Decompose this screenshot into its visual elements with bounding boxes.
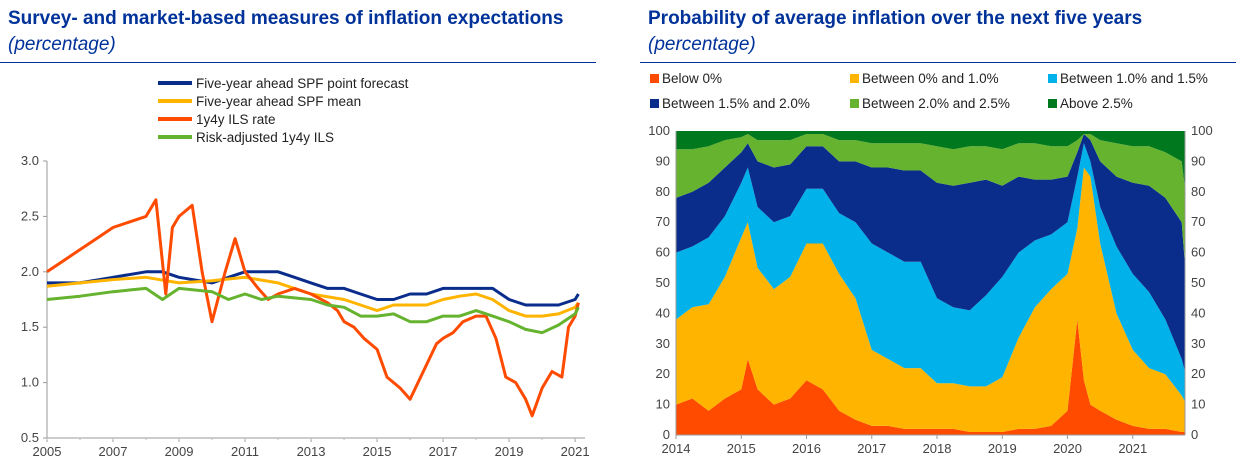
right-y-tick-label-right: 20 <box>1191 366 1205 381</box>
right-legend-label: Between 1.5% and 2.0% <box>662 96 810 111</box>
left-x-tick-label: 2013 <box>297 444 326 459</box>
right-area-band <box>676 134 1185 265</box>
right-y-tick-label-left: 70 <box>656 214 670 229</box>
right-y-tick-label-left: 40 <box>656 305 670 320</box>
right-y-tick-label-right: 80 <box>1191 184 1205 199</box>
right-legend-label: Between 2.0% and 2.5% <box>862 96 1010 111</box>
right-legend-label: Between 0% and 1.0% <box>862 71 999 86</box>
left-x-tick-label: 2009 <box>165 444 194 459</box>
right-y-tick-label-right: 0 <box>1191 427 1198 442</box>
right-y-tick-label-right: 30 <box>1191 336 1205 351</box>
left-chart-title-text: Survey- and market-based measures of inf… <box>8 8 564 29</box>
right-area-band <box>676 131 1185 189</box>
right-area-band <box>676 134 1185 372</box>
right-x-tick-label: 2019 <box>988 441 1017 456</box>
right-y-tick-label-right: 50 <box>1191 275 1205 290</box>
right-chart-panel: Probability of average inflation over th… <box>640 0 1240 467</box>
right-legend-label: Between 1.0% and 1.5% <box>1060 71 1208 86</box>
right-legend-swatch <box>850 74 859 83</box>
right-x-tick-label: 2018 <box>923 441 952 456</box>
left-line-chart: 0.5 1.0 1.5 2.0 2.5 3.0 2005 2007 2009 2011 2013 20… <box>21 76 590 459</box>
left-y-tick-label: 1.0 <box>21 375 39 390</box>
left-chart-unit: (percentage) <box>8 34 116 55</box>
left-x-tick-label: 2005 <box>33 444 62 459</box>
right-y-tick-label-right: 100 <box>1191 123 1213 138</box>
right-y-tick-label-right: 90 <box>1191 153 1205 168</box>
left-y-tick-label: 0.5 <box>21 430 39 445</box>
right-legend-swatch <box>1048 74 1057 83</box>
right-y-tick-label-left: 30 <box>656 336 670 351</box>
right-y-tick-label-left: 50 <box>656 275 670 290</box>
right-x-tick-label: 2014 <box>662 441 691 456</box>
right-x-tick-label: 2021 <box>1118 441 1147 456</box>
right-y-tick-label-left: 90 <box>656 153 670 168</box>
right-x-tick-label: 2017 <box>857 441 886 456</box>
right-y-tick-label-left: 0 <box>663 427 670 442</box>
left-y-tick-label: 2.0 <box>21 264 39 279</box>
left-x-tick-label: 2021 <box>561 444 590 459</box>
right-area-band <box>676 319 1185 435</box>
right-y-tick-label-right: 70 <box>1191 214 1205 229</box>
left-legend-label: 1y4y ILS rate <box>196 112 276 127</box>
left-chart-title: Survey- and market-based measures of inf… <box>8 6 600 58</box>
left-chart-panel: Survey- and market-based measures of inf… <box>0 0 600 467</box>
right-area-band <box>676 167 1185 432</box>
left-series-line <box>47 270 580 307</box>
right-legend-swatch <box>650 74 659 83</box>
left-legend-label: Five-year ahead SPF mean <box>196 94 361 109</box>
left-series-line <box>46 275 580 318</box>
right-y-tick-label-right: 10 <box>1191 397 1205 412</box>
right-chart-unit: (percentage) <box>648 34 756 55</box>
right-y-tick-label-left: 10 <box>656 397 670 412</box>
right-legend-swatch <box>850 99 859 108</box>
right-title-rule <box>640 62 1236 63</box>
left-x-tick-label: 2019 <box>495 444 524 459</box>
right-x-tick-label: 2016 <box>792 441 821 456</box>
right-area-band <box>676 143 1185 402</box>
left-series-line <box>46 286 580 335</box>
left-x-tick-label: 2015 <box>363 444 392 459</box>
left-y-tick-label: 1.5 <box>21 319 39 334</box>
right-y-tick-label-left: 60 <box>656 245 670 260</box>
left-x-tick-label: 2017 <box>429 444 458 459</box>
left-legend-label: Five-year ahead SPF point forecast <box>196 76 409 91</box>
right-y-tick-label-left: 80 <box>656 184 670 199</box>
right-x-tick-label: 2015 <box>727 441 756 456</box>
right-y-tick-label-left: 20 <box>656 366 670 381</box>
right-legend-label: Below 0% <box>662 71 722 86</box>
right-legend-label: Above 2.5% <box>1060 96 1133 111</box>
left-series-line <box>46 198 580 418</box>
right-x-tick-label: 2020 <box>1053 441 1082 456</box>
right-y-tick-label-right: 60 <box>1191 245 1205 260</box>
left-legend-label: Risk-adjusted 1y4y ILS <box>196 130 334 145</box>
left-y-tick-label: 3.0 <box>21 153 39 168</box>
left-x-tick-label: 2007 <box>99 444 128 459</box>
right-y-tick-label-right: 40 <box>1191 305 1205 320</box>
right-y-tick-label-left: 100 <box>648 123 670 138</box>
left-y-tick-label: 2.5 <box>21 208 39 223</box>
right-chart-title-text: Probability of average inflation over th… <box>648 8 1143 29</box>
right-legend-swatch <box>1048 99 1057 108</box>
right-chart-title: Probability of average inflation over th… <box>648 6 1142 58</box>
left-x-tick-label: 2011 <box>231 444 259 459</box>
left-title-rule <box>0 62 596 63</box>
right-legend-swatch <box>650 99 659 108</box>
